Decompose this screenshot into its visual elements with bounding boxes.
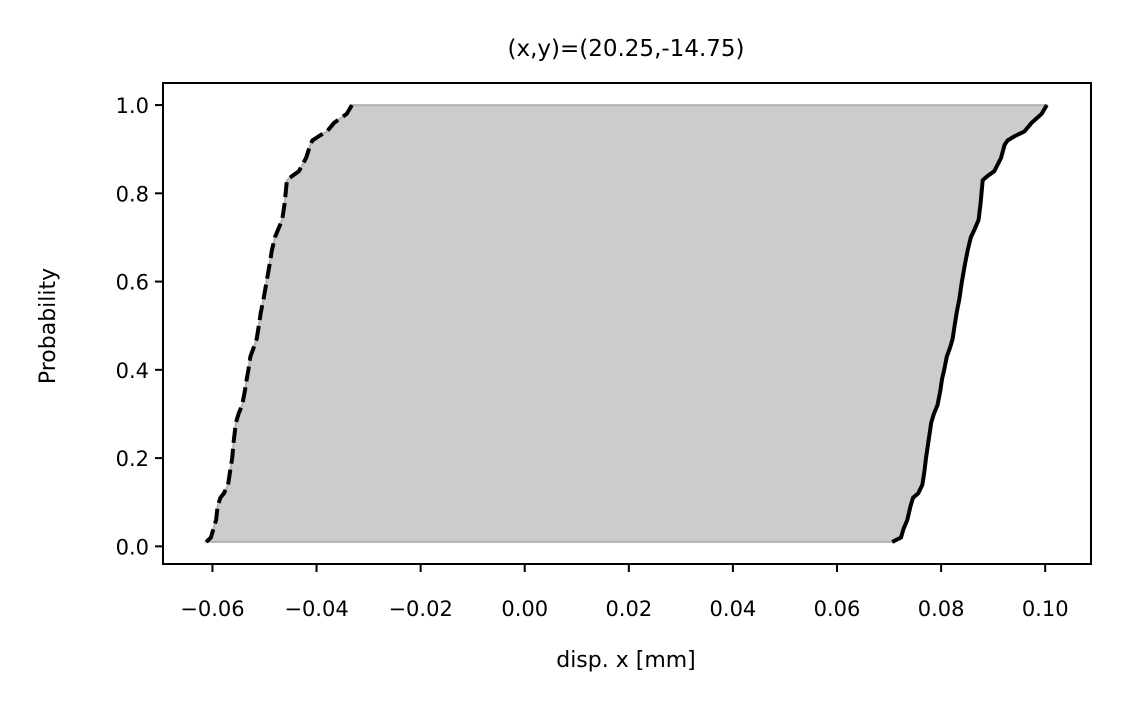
- probability-band: [203, 104, 1049, 543]
- x-tick-label: 0.00: [501, 597, 548, 621]
- x-axis-ticks: −0.06 −0.04 −0.02 0.00 0.02 0.04 0.06 0.08 0.10: [180, 564, 1069, 621]
- y-tick-label: 0.2: [116, 447, 149, 471]
- x-tick-label: −0.02: [388, 597, 452, 621]
- x-tick-label: 0.10: [1022, 597, 1069, 621]
- y-tick-label: 0.6: [116, 271, 149, 295]
- y-axis-ticks: 0.0 0.2 0.4 0.6 0.8 1.0: [116, 94, 163, 559]
- x-tick-label: −0.04: [284, 597, 348, 621]
- x-tick-label: −0.06: [180, 597, 244, 621]
- x-tick-label: 0.06: [814, 597, 861, 621]
- x-tick-label: 0.08: [918, 597, 965, 621]
- upper-bound-line: [891, 104, 1049, 544]
- y-axis-label: Probability: [36, 268, 61, 384]
- x-tick-label: 0.04: [710, 597, 757, 621]
- x-axis-label: disp. x [mm]: [556, 648, 696, 673]
- chart-title: (x,y)=(20.25,-14.75): [508, 36, 745, 62]
- y-tick-label: 1.0: [116, 94, 149, 118]
- plot-area: [162, 82, 1092, 565]
- y-tick-label: 0.4: [116, 359, 149, 383]
- x-tick-label: 0.02: [605, 597, 652, 621]
- y-tick-label: 0.0: [116, 535, 149, 559]
- lower-bound-line: [204, 104, 354, 544]
- axes-frame: [162, 82, 1092, 565]
- y-tick-label: 0.8: [116, 182, 149, 206]
